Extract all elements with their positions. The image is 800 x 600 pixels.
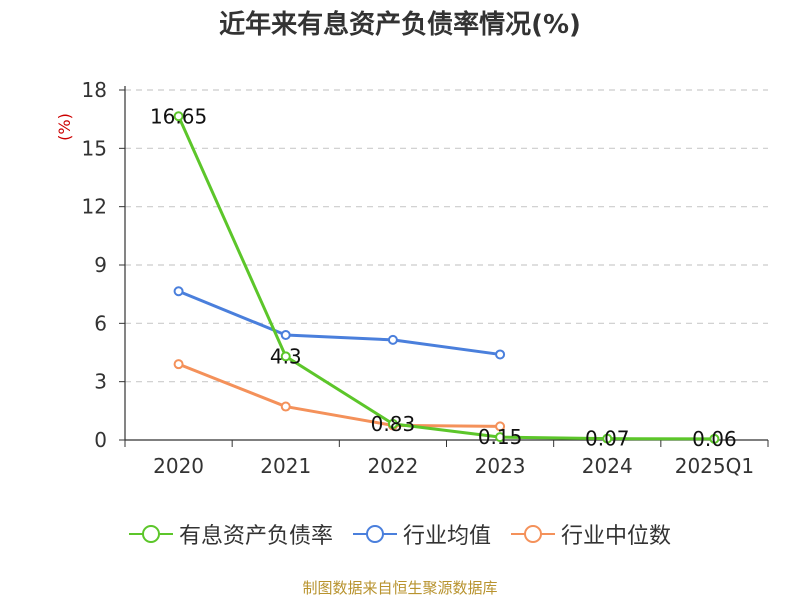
legend-item-industry-median[interactable]: 行业中位数: [511, 518, 671, 550]
y-axis-label: (%): [55, 113, 74, 141]
legend: 有息资产负债率 行业均值 行业中位数: [0, 518, 800, 550]
x-tick-label: 2022: [367, 454, 418, 478]
y-tick-label: 15: [82, 136, 107, 160]
data-point: [602, 433, 613, 444]
data-point: [387, 418, 398, 429]
data-label: 0.83: [371, 412, 416, 436]
data-point: [280, 330, 291, 340]
legend-label: 有息资产负债率: [178, 524, 333, 549]
series-line: [178, 289, 501, 356]
x-tick-label: 2025Q1: [675, 454, 754, 478]
y-tick-label: 9: [94, 253, 107, 277]
data-label: 0.06: [692, 427, 737, 451]
axes: 0 3 6 9 12 15 18 2020 2021 2022 2023 2024 2025Q1 (%): [55, 78, 769, 478]
y-tick-label: 3: [94, 370, 107, 394]
x-tick-label: 2023: [475, 454, 526, 478]
series: [173, 111, 720, 444]
data-point: [173, 359, 184, 370]
data-labels: 16.65 4.3 0.83 0.15 0.07 0.06: [150, 104, 737, 451]
data-label: 16.65: [150, 104, 207, 128]
legend-line-icon: [352, 525, 397, 543]
legend-line-icon: [511, 525, 555, 543]
x-tick-label: 2021: [260, 454, 311, 478]
gridlines: [125, 89, 768, 383]
data-point: [280, 401, 291, 412]
data-label: 0.15: [478, 425, 523, 449]
data-point: [280, 351, 291, 362]
data-point: [709, 433, 720, 444]
data-point: [495, 432, 506, 443]
x-tick-label: 2020: [153, 454, 204, 478]
data-point: [387, 334, 398, 345]
series-line: [178, 362, 501, 428]
y-tick-label: 18: [82, 78, 107, 102]
y-tick-label: 6: [94, 311, 107, 335]
source-note: 制图数据来自恒生聚源数据库: [302, 579, 498, 597]
data-point: [173, 286, 184, 297]
y-tick-label: 12: [82, 195, 107, 219]
data-point: [495, 349, 506, 360]
data-point: [173, 111, 184, 122]
legend-line-icon: [128, 525, 173, 543]
x-tick-label: 2024: [582, 454, 633, 478]
data-label: 0.07: [585, 427, 630, 451]
legend-label: 行业均值: [402, 524, 491, 549]
legend-label: 行业中位数: [561, 524, 672, 549]
legend-item-industry-mean[interactable]: 行业均值: [352, 518, 491, 550]
data-label: 4.3: [270, 344, 302, 368]
data-point: [495, 421, 506, 432]
y-tick-label: 0: [94, 428, 107, 452]
series-line: [177, 115, 715, 441]
legend-item-debt-ratio[interactable]: 有息资产负债率: [128, 518, 333, 550]
chart-title: 近年来有息资产负债率情况(%): [219, 10, 581, 40]
